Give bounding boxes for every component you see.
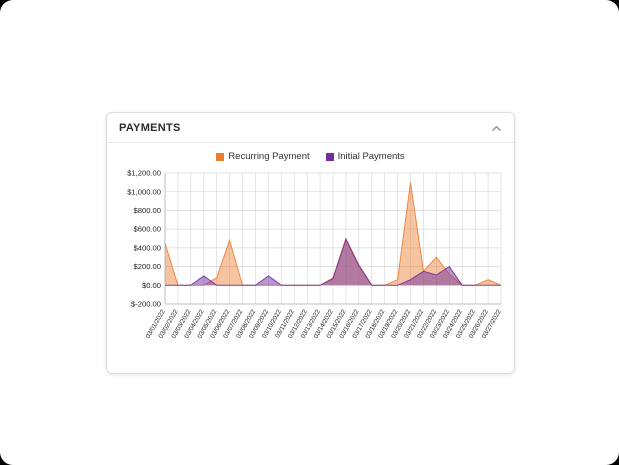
svg-text:$400.00: $400.00 [134,244,161,253]
payments-area-chart[interactable]: $1,200.00 $1,000.00 $800.00 $600.00 $400.00 $… [109,166,510,364]
card-header: PAYMENTS [107,113,514,143]
recurring-payment-swatch [216,152,225,161]
svg-text:$0.00: $0.00 [142,281,161,290]
chart-legend: Recurring Payment Initial Payments [107,143,514,164]
svg-text:$200.00: $200.00 [134,262,161,271]
legend-item-recurring-payment[interactable]: Recurring Payment [216,151,310,162]
legend-label-recurring-payment: Recurring Payment [228,151,310,162]
svg-text:$-200.00: $-200.00 [131,300,161,309]
collapse-chevron-icon[interactable] [490,122,502,134]
chart-area: $1,200.00 $1,000.00 $800.00 $600.00 $400.00 $… [107,164,514,373]
svg-text:$1,200.00: $1,200.00 [127,169,161,178]
svg-text:$1,000.00: $1,000.00 [127,187,161,196]
svg-text:$800.00: $800.00 [134,206,161,215]
card-title: PAYMENTS [119,122,181,134]
legend-item-initial-payments[interactable]: Initial Payments [325,151,405,162]
initial-payments-swatch [325,152,334,161]
payments-card: PAYMENTS Recurring Payment Initial Payme… [106,112,515,374]
svg-text:$600.00: $600.00 [134,225,161,234]
legend-label-initial-payments: Initial Payments [337,151,405,162]
